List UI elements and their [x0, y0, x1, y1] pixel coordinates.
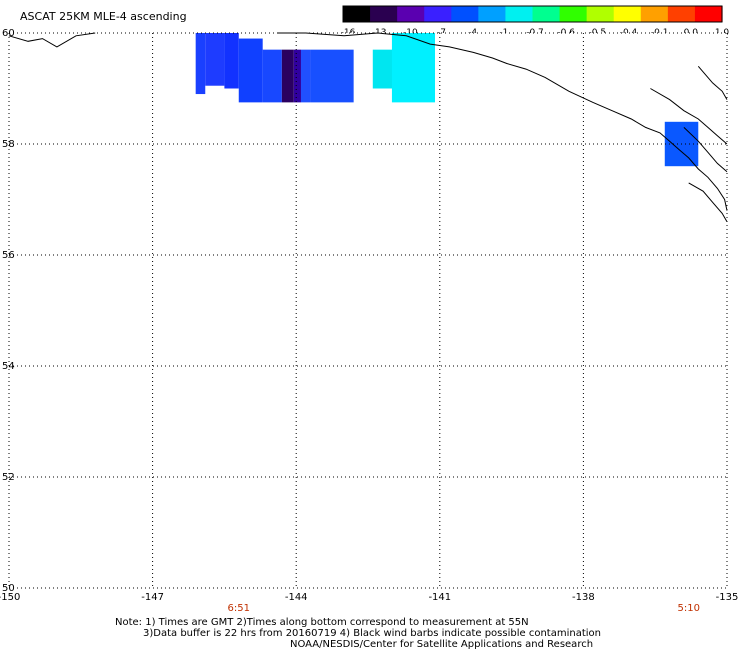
- colorbar-swatch: [370, 6, 398, 22]
- colorbar-swatch: [424, 6, 452, 22]
- map-area: 50 52 54 56 58 60 -150 -147 -144 -141 -138 -135 6:…: [0, 28, 738, 614]
- data-cell: [281, 49, 294, 103]
- longitude-labels: -150 -147 -144 -141 -138 -135: [0, 592, 738, 603]
- colorbar-swatch: [667, 6, 696, 22]
- data-cell: [262, 49, 282, 103]
- coastline-segment: [683, 127, 728, 173]
- graticule: [8, 32, 728, 589]
- coastline-segment: [8, 32, 96, 48]
- colorbar-swatch: [694, 6, 723, 22]
- longitude-label: -144: [285, 592, 308, 603]
- longitude-label: -150: [0, 592, 20, 603]
- map-title: ASCAT 25KM MLE-4 ascending: [20, 10, 187, 23]
- longitude-label: -135: [716, 592, 739, 603]
- data-cells: [195, 33, 699, 167]
- colorbar-swatch: [559, 6, 588, 22]
- data-cell: [195, 33, 206, 95]
- latitude-label: 60: [2, 28, 15, 39]
- longitude-label: -138: [572, 592, 595, 603]
- data-cell: [205, 33, 225, 86]
- colorbar-swatch: [343, 6, 371, 22]
- colorbar-swatch: [640, 6, 669, 22]
- latitude-label: 50: [2, 583, 15, 594]
- coastline-segment: [650, 88, 728, 145]
- note-line-2: 3)Data buffer is 22 hrs from 20160719 4)…: [143, 628, 601, 639]
- note-line-3: NOAA/NESDIS/Center for Satellite Applica…: [290, 639, 593, 650]
- pass-time-label: 6:51: [228, 603, 250, 614]
- colorbar-swatch: [478, 6, 507, 22]
- colorbar-swatch: [586, 6, 615, 22]
- time-labels: 6:51 5:10: [228, 603, 700, 614]
- data-cell: [224, 33, 239, 89]
- colorbar-swatch: [505, 6, 534, 22]
- data-cell: [310, 49, 354, 103]
- longitude-label: -141: [428, 592, 451, 603]
- coastline-segment: [688, 182, 728, 222]
- data-cell: [300, 49, 311, 103]
- coastline-segment: [277, 32, 728, 211]
- data-cell: [293, 49, 301, 103]
- coastline: [8, 32, 728, 222]
- colorbar-frame: [342, 5, 723, 23]
- colorbar-swatch: [451, 6, 479, 22]
- pass-time-label: 5:10: [677, 603, 699, 614]
- colorbar-swatch: [613, 6, 642, 22]
- colorbar-swatch: [532, 6, 561, 22]
- latitude-label: 58: [2, 139, 15, 150]
- colorbar-swatch: [397, 6, 425, 22]
- data-cell: [238, 38, 263, 103]
- latitude-label: 52: [2, 472, 15, 483]
- longitude-label: -147: [141, 592, 164, 603]
- data-cell: [391, 33, 436, 103]
- latitude-label: 54: [2, 361, 15, 372]
- latitude-label: 56: [2, 250, 15, 261]
- coastline-segment: [697, 65, 728, 100]
- note-line-1: Note: 1) Times are GMT 2)Times along bot…: [115, 617, 529, 628]
- map-background: [9, 33, 727, 588]
- latitude-labels: 50 52 54 56 58 60: [2, 28, 15, 594]
